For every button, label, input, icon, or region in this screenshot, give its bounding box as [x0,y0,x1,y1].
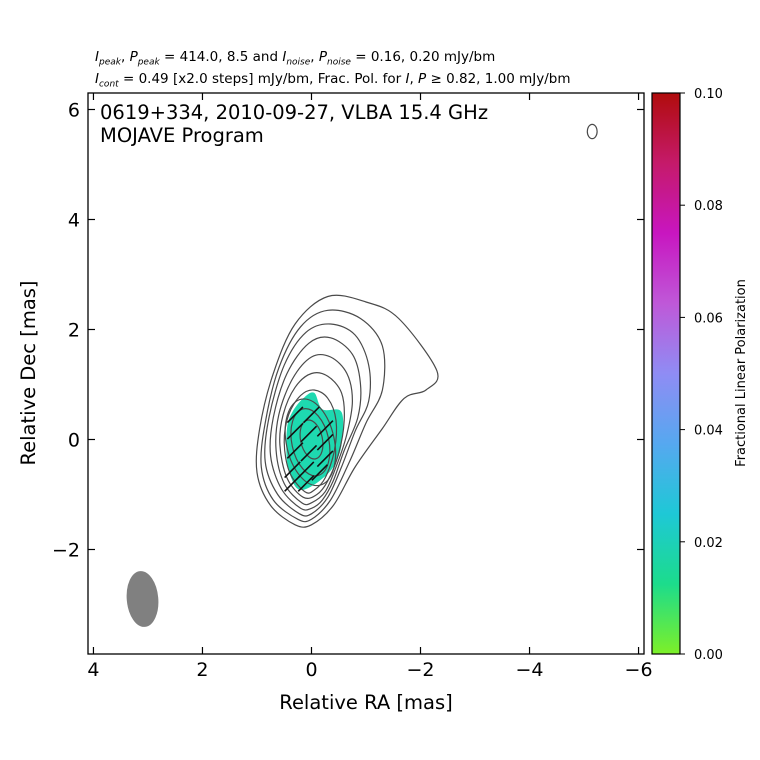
chart-title-line1: 0619+334, 2010-09-27, VLBA 15.4 GHz [100,101,488,124]
evpa-vector-12 [311,464,329,481]
evpa-vector-10 [284,461,301,479]
y-axis-label: Relative Dec [mas] [17,280,40,465]
colorbar-ticks: 0.00 0.02 0.04 0.06 0.08 0.10 [680,87,723,663]
colorbar-tick-label: 0.04 [694,424,723,439]
contour-7 [283,389,338,494]
contour-5 [275,354,354,506]
y-tick-label: 2 [68,320,80,342]
colorbar-tick-label: 0.08 [694,199,723,214]
colorbar-tick-label: 0.06 [694,311,723,326]
steps-label: [x2.0 steps] [172,71,254,87]
p-peak-value: 8.5 [226,49,249,65]
evpa-vector-11 [297,461,315,479]
colorbar-label: Fractional Linear Polarization [734,279,749,467]
contour-core-3 [299,419,324,460]
beam-ellipse [126,571,159,627]
p-noise-value: 0.20 [409,49,440,65]
contour-1 [255,294,439,528]
contour-isolated [586,123,598,140]
i-cont-value: 0.49 [138,71,169,87]
contour-3 [264,323,372,517]
axis-ticks: 4 2 0 −2 −4 −6 −2 0 2 4 6 [52,93,653,681]
frac-pol-p-value: 1.00 [484,71,515,87]
header-line-peak: Ipeak, Ppeak = 414.0, 8.5 and Inoise, Pn… [95,49,496,68]
unit-label: mJy/bm [443,49,496,65]
evpa-vector-9 [316,450,334,468]
colorbar-tick-label: 0.00 [694,648,723,663]
contour-2 [260,309,386,523]
evpa-vector-1 [286,406,304,424]
x-tick-label: −2 [407,659,435,681]
plot-area [126,123,598,627]
y-tick-label: 4 [68,210,80,232]
evpa-vector-5 [300,425,318,443]
i-noise-value: 0.16 [370,49,401,65]
plot-frame [87,92,645,655]
colorbar-tick-label: 0.10 [694,87,723,102]
unit-label-3: mJy/bm [519,71,571,87]
frac-pol-i-value: 0.82 [446,71,477,87]
colorbar [651,92,681,655]
x-tick-label: 0 [305,659,317,681]
contour-core-1 [284,398,337,487]
header-line-contour: Icont = 0.49 [x2.0 steps] mJy/bm, Frac. … [95,71,571,90]
x-tick-label: 4 [87,659,99,681]
x-tick-label: 2 [196,659,208,681]
unit-label-2: mJy/bm [257,71,310,87]
evpa-vector-8 [300,444,318,462]
colorbar-tick-label: 0.02 [694,536,723,551]
evpa-vector-7 [286,442,304,459]
evpa-vector-4 [286,422,304,440]
chart-title-line2: MOJAVE Program [100,124,264,147]
i-peak-value: 414.0 [179,49,219,65]
evpa-vector-14 [297,475,315,492]
y-tick-label: 6 [68,100,80,122]
evpa-vector-3 [316,420,334,437]
x-tick-label: −4 [516,659,544,681]
y-tick-label: −2 [52,540,80,562]
contour-4 [269,336,362,511]
x-axis-label: Relative RA [mas] [279,691,452,714]
y-tick-label: 0 [68,430,80,452]
evpa-vector-2 [303,406,320,424]
x-tick-label: −6 [625,659,653,681]
evpa-vector-6 [316,433,334,451]
evpa-vector-13 [284,475,301,492]
